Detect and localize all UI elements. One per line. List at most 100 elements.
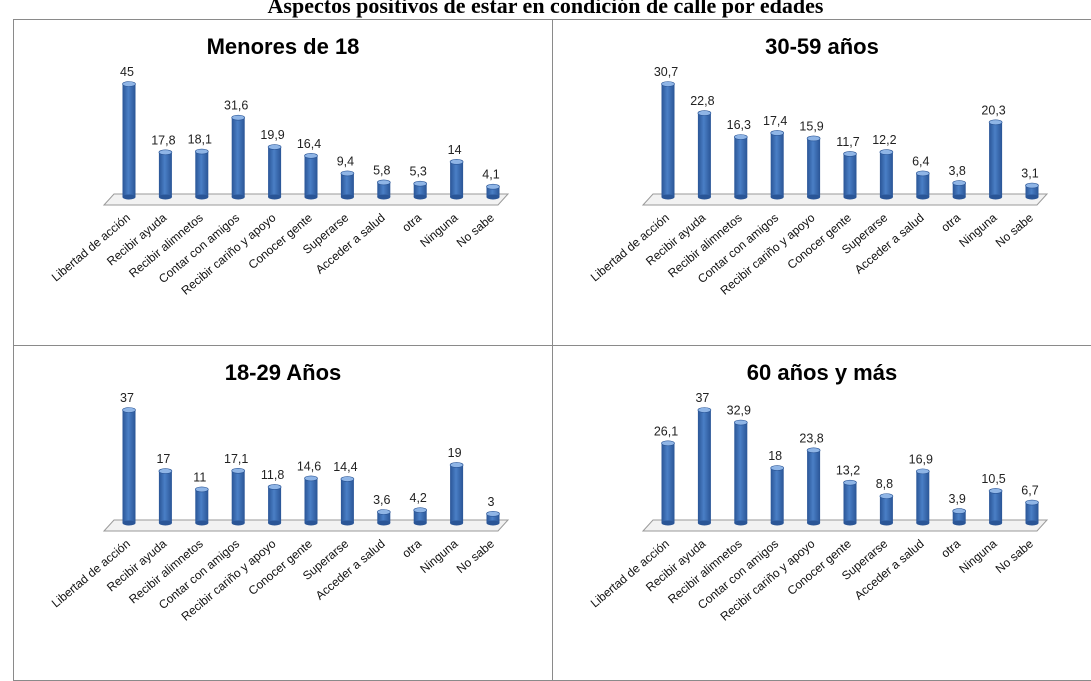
value-label: 17,8 xyxy=(151,133,175,147)
bar xyxy=(231,114,245,200)
value-label: 5,3 xyxy=(410,165,427,179)
value-label: 10,5 xyxy=(981,472,1005,486)
bar xyxy=(449,159,464,200)
bar xyxy=(267,484,282,526)
value-label: 20,3 xyxy=(981,103,1005,117)
value-label: 30,7 xyxy=(654,65,678,79)
chart-panel-30-59: 30-59 años 30,7 Libertad de acción 22,8 Reci… xyxy=(553,20,1091,346)
value-label: 3,6 xyxy=(373,493,390,507)
value-label: 17 xyxy=(156,452,170,466)
bar xyxy=(879,149,894,200)
page-title: Aspectos positivos de estar en condición… xyxy=(267,0,824,18)
category-label: No sabe xyxy=(454,536,497,576)
value-label: 17,4 xyxy=(763,114,787,128)
chart-title: Menores de 18 xyxy=(207,34,360,59)
bar xyxy=(661,81,675,200)
value-label: 16,4 xyxy=(297,137,321,151)
bar xyxy=(879,493,894,526)
value-label: 17,1 xyxy=(224,452,248,466)
value-label: 15,9 xyxy=(799,119,823,133)
chart-panel-60-mas: 60 años y más 26,1 Libertad de acción 37 Rec… xyxy=(553,346,1091,681)
value-label: 8,8 xyxy=(876,477,893,491)
bar xyxy=(915,170,930,200)
bar xyxy=(770,465,784,526)
chart-grid: Menores de 18 45 Libertad de acción 17,8 Rec… xyxy=(13,19,1091,681)
bar xyxy=(915,468,930,526)
value-label: 31,6 xyxy=(224,99,248,113)
value-label: 22,8 xyxy=(690,94,714,108)
bar xyxy=(806,135,821,200)
bar xyxy=(158,149,173,200)
bar xyxy=(304,475,318,526)
bar xyxy=(158,468,173,526)
category-label: No sabe xyxy=(993,210,1036,250)
value-label: 6,4 xyxy=(912,154,929,168)
value-label: 18 xyxy=(768,449,782,463)
category-label: No sabe xyxy=(454,210,497,250)
bar xyxy=(988,119,1003,200)
value-label: 19,9 xyxy=(260,128,284,142)
chart-title: 60 años y más xyxy=(747,360,897,385)
bar xyxy=(843,151,857,200)
value-label: 32,9 xyxy=(727,404,751,418)
value-label: 37 xyxy=(120,391,134,405)
chart-title: 30-59 años xyxy=(765,34,879,59)
bar xyxy=(952,508,967,526)
bar xyxy=(486,183,500,200)
bar xyxy=(122,407,136,526)
bar xyxy=(267,144,282,200)
bar xyxy=(340,476,355,526)
value-label: 14,4 xyxy=(333,460,357,474)
bar xyxy=(661,440,675,526)
value-label: 26,1 xyxy=(654,424,678,438)
value-label: 11 xyxy=(193,470,206,484)
bar xyxy=(952,180,967,200)
value-label: 3 xyxy=(488,495,495,509)
value-label: 23,8 xyxy=(799,431,823,445)
chart-title: 18-29 Años xyxy=(225,360,342,385)
value-label: 5,8 xyxy=(373,163,390,177)
bar xyxy=(843,479,857,526)
bar xyxy=(304,153,318,200)
value-label: 14 xyxy=(448,143,462,157)
category-label: No sabe xyxy=(993,536,1036,576)
bar xyxy=(806,447,821,526)
bar xyxy=(1025,182,1039,200)
bar xyxy=(413,180,428,200)
bar xyxy=(195,148,209,200)
value-label: 3,1 xyxy=(1021,167,1038,181)
value-label: 6,7 xyxy=(1021,484,1038,498)
bar xyxy=(449,462,464,526)
bar xyxy=(988,488,1003,526)
bar xyxy=(486,511,500,526)
value-label: 4,2 xyxy=(410,491,427,505)
bar xyxy=(376,509,391,526)
category-label: Ninguna xyxy=(956,210,999,250)
chart-panel-menores-18: Menores de 18 45 Libertad de acción 17,8 Rec… xyxy=(14,20,553,346)
value-label: 3,8 xyxy=(949,164,966,178)
category-label: otra xyxy=(938,210,963,234)
bar xyxy=(770,130,784,200)
bar xyxy=(697,407,712,526)
category-label: otra xyxy=(399,536,424,560)
bar xyxy=(376,179,391,200)
bar xyxy=(122,81,136,200)
value-label: 3,9 xyxy=(949,492,966,506)
value-label: 16,3 xyxy=(727,118,751,132)
value-label: 12,2 xyxy=(872,133,896,147)
bar xyxy=(340,170,355,200)
chart-panel-18-29: 18-29 Años 37 Libertad de acción 17 Recibir … xyxy=(14,346,553,681)
value-label: 19 xyxy=(448,446,462,460)
category-label: Ninguna xyxy=(956,536,999,576)
value-label: 11,8 xyxy=(261,468,284,482)
value-label: 14,6 xyxy=(297,459,321,473)
value-label: 9,4 xyxy=(337,154,354,168)
bar xyxy=(734,419,748,526)
bar xyxy=(697,110,712,200)
category-label: otra xyxy=(399,210,424,234)
bar xyxy=(1025,499,1039,526)
value-label: 4,1 xyxy=(482,168,499,182)
